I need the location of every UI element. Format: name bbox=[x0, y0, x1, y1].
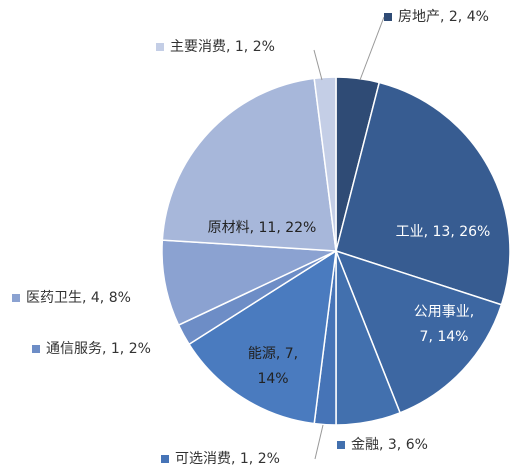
leader-line bbox=[359, 16, 385, 81]
label-marker bbox=[156, 43, 164, 51]
leader-line bbox=[314, 424, 324, 460]
label-marker bbox=[32, 345, 40, 353]
data-label: 公用事业, 7, 14% bbox=[413, 304, 475, 345]
data-label: 金融, 3, 6% bbox=[351, 437, 428, 453]
label-marker bbox=[337, 441, 345, 449]
data-label: 可选消费, 1, 2% bbox=[175, 451, 280, 467]
leader-line bbox=[313, 49, 323, 81]
pie-slice bbox=[313, 76, 337, 252]
data-label: 医药卫生, 4, 8% bbox=[26, 290, 131, 306]
data-label: 通信服务, 1, 2% bbox=[46, 341, 151, 357]
data-label-box: 公用事业, 7, 14% bbox=[413, 304, 475, 345]
pie-slice bbox=[335, 81, 511, 306]
pie-slice bbox=[188, 249, 337, 425]
data-label: 房地产, 2, 4% bbox=[398, 9, 489, 25]
data-label: 原材料, 11, 22% bbox=[208, 220, 317, 236]
data-label: 工业, 13, 26% bbox=[396, 224, 491, 240]
label-marker bbox=[12, 294, 20, 302]
pie-slice bbox=[334, 249, 503, 414]
pie-slice bbox=[161, 77, 337, 252]
label-marker bbox=[384, 13, 392, 21]
data-label-box: 能源, 7, 14% bbox=[247, 346, 299, 387]
label-marker bbox=[161, 455, 169, 463]
data-label: 能源, 7, 14% bbox=[247, 346, 299, 387]
data-label: 主要消费, 1, 2% bbox=[170, 39, 275, 55]
